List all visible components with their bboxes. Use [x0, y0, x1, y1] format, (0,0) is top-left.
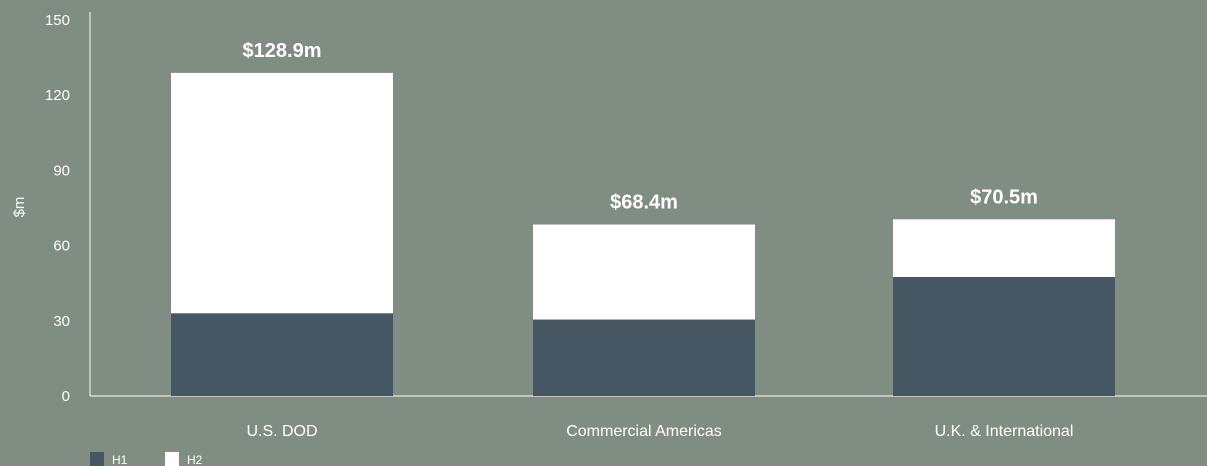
- y-tick-label: 0: [62, 388, 70, 405]
- bars: [171, 72, 1115, 396]
- category-label: U.K. & International: [935, 423, 1074, 440]
- legend-swatch-h2: [165, 452, 179, 466]
- total-label: $70.5m: [970, 186, 1038, 208]
- bar-h2: [893, 219, 1115, 277]
- category-label: U.S. DOD: [246, 423, 317, 440]
- legend-label: H1: [112, 453, 128, 466]
- legend-label: H2: [187, 453, 203, 466]
- total-label: $68.4m: [610, 192, 678, 214]
- y-axis: 0 30 60 90 120 150: [45, 12, 91, 405]
- category-labels: U.S. DOD Commercial Americas U.K. & Intern…: [246, 423, 1073, 440]
- total-label: $128.9m: [243, 40, 322, 62]
- bar-h2: [171, 72, 393, 314]
- legend: H1 H2: [90, 452, 203, 466]
- legend-swatch-h1: [90, 452, 104, 466]
- bar-h2: [533, 224, 755, 320]
- y-tick-label: 150: [45, 12, 70, 29]
- y-tick-label: 90: [53, 162, 70, 179]
- bar-h1: [533, 319, 755, 396]
- y-axis-title: $m: [11, 197, 28, 218]
- bar-h1: [171, 313, 393, 396]
- y-tick-label: 120: [45, 87, 70, 104]
- total-labels: $128.9m $68.4m $70.5m: [243, 40, 1038, 214]
- y-tick-label: 60: [53, 238, 70, 255]
- category-label: Commercial Americas: [566, 423, 722, 440]
- y-tick-label: 30: [53, 313, 70, 330]
- bar-h1: [893, 276, 1115, 396]
